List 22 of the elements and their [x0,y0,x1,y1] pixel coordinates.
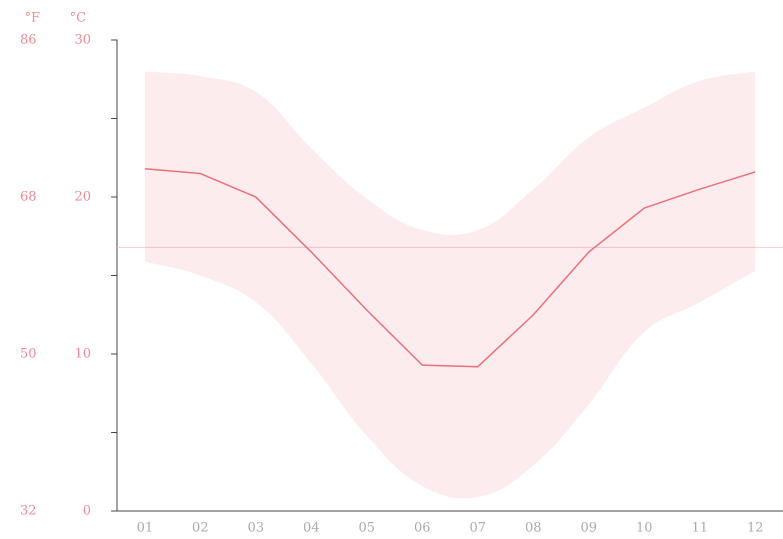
x-tick-label: 03 [248,520,264,536]
x-tick-label: 11 [691,520,708,536]
x-tick-label: 08 [525,520,542,536]
x-tick-label: 01 [136,520,154,536]
x-tick-label: 10 [636,520,653,536]
y-tick-label: 0 [82,504,92,519]
y-tick-label: 10 [74,346,92,362]
y-tick-label: 20 [74,189,92,204]
y2-axis-title: °F [24,10,40,26]
y2-tick-label: 32 [20,504,37,519]
x-tick-label: 04 [303,520,320,536]
x-tick-label: 02 [192,520,209,536]
y2-tick-label: 50 [20,346,37,362]
y2-tick-label: 68 [20,189,37,204]
y-axis-title: °C [70,10,86,26]
x-tick-label: 09 [580,520,598,536]
y2-tick-label: 86 [20,32,37,48]
x-tick-label: 06 [414,520,431,536]
x-tick-label: 12 [746,520,764,536]
x-tick-label: 07 [470,520,486,536]
y-tick-label: 30 [74,32,92,48]
x-tick-label: 05 [358,520,376,536]
